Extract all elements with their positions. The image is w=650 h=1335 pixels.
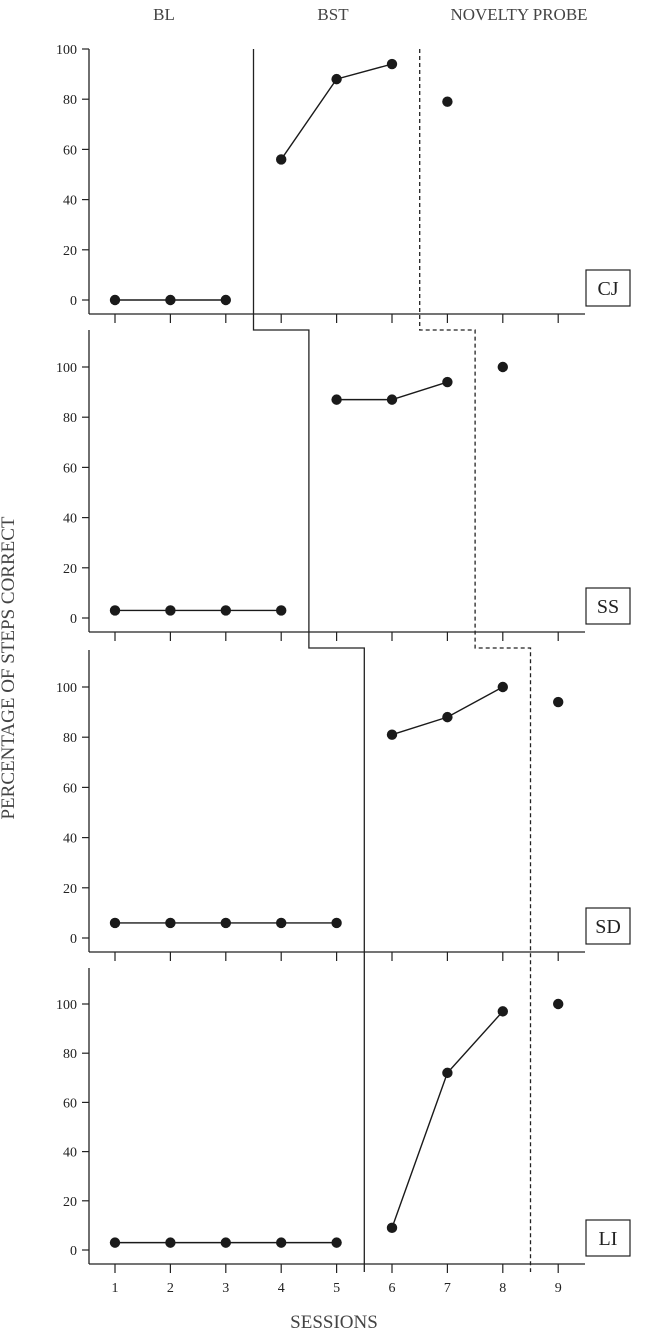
data-point	[331, 1237, 342, 1248]
participant-label: SS	[597, 596, 619, 618]
data-point	[553, 696, 564, 708]
data-point	[220, 294, 231, 306]
y-tick-label: 100	[56, 43, 77, 58]
y-tick-label: 0	[70, 294, 77, 309]
data-point	[109, 605, 121, 616]
data-point	[442, 96, 453, 107]
data-point	[276, 917, 287, 929]
y-axis-title: PERCENTAGE OF STEPS CORRECT	[0, 516, 19, 819]
data-point	[165, 294, 176, 306]
data-point	[276, 605, 287, 616]
y-tick-label: 0	[70, 1244, 77, 1259]
data-point	[442, 711, 453, 723]
participant-label: CJ	[597, 278, 618, 300]
data-point	[165, 1237, 176, 1248]
participant-label: LI	[599, 1228, 618, 1250]
data-point	[109, 294, 121, 306]
data-point	[331, 73, 342, 85]
participant-label-box	[585, 587, 631, 625]
data-point	[220, 605, 231, 616]
y-tick-label: 20	[63, 244, 77, 259]
y-tick-label: 60	[63, 1096, 77, 1111]
y-tick-label: 100	[56, 681, 77, 696]
data-point	[497, 361, 508, 373]
y-tick-label: 80	[63, 411, 77, 426]
data-point	[220, 1237, 231, 1248]
data-point	[386, 58, 398, 70]
y-tick-label: 40	[63, 832, 77, 847]
phase-label-novelty-probe: NOVELTY PROBE	[450, 5, 587, 24]
panel-ss: 0 20 40 60 80 100 SS	[56, 330, 631, 641]
phase-change-lines	[252, 49, 532, 1272]
y-tick-label: 0	[70, 612, 77, 627]
data-point	[386, 394, 398, 405]
y-tick-label: 40	[63, 512, 77, 527]
phase-label-bst: BST	[317, 5, 349, 24]
y-tick-label: 60	[63, 143, 77, 158]
x-tick-label: 7	[444, 1281, 451, 1296]
x-tick-label: 5	[333, 1281, 340, 1296]
x-tick-label: 4	[278, 1281, 285, 1296]
panel-li: 0 20 40 60 80 100 1 2 3 4 5 6 7 8 9 LI	[56, 968, 631, 1296]
series-bst-line	[391, 686, 504, 736]
data-point	[386, 1222, 398, 1234]
data-point	[165, 917, 176, 929]
y-tick-label: 20	[63, 562, 77, 577]
y-tick-label: 80	[63, 1047, 77, 1062]
participant-label-box	[585, 1219, 631, 1257]
data-point	[497, 681, 508, 693]
x-tick-label: 2	[167, 1281, 174, 1296]
data-point	[276, 154, 287, 165]
x-tick-label: 8	[499, 1281, 506, 1296]
y-tick-label: 100	[56, 998, 77, 1013]
y-tick-label: 100	[56, 361, 77, 376]
data-point	[109, 1237, 121, 1248]
x-axis-title: SESSIONS	[290, 1312, 378, 1333]
panel-sd: 0 20 40 60 80 100 SD	[56, 650, 631, 961]
y-tick-label: 40	[63, 194, 77, 209]
y-tick-label: 60	[63, 461, 77, 476]
data-point	[386, 729, 398, 740]
y-tick-label: 20	[63, 1195, 77, 1210]
data-point	[276, 1237, 287, 1248]
x-tick-label: 3	[222, 1281, 229, 1296]
y-tick-label: 80	[63, 93, 77, 108]
y-tick-label: 20	[63, 882, 77, 897]
y-tick-label: 0	[70, 932, 77, 947]
y-tick-label: 60	[63, 781, 77, 796]
phase-labels: BL BST NOVELTY PROBE	[153, 5, 587, 24]
x-tick-label: 9	[555, 1281, 562, 1296]
phase-change-line-novelty-probe	[419, 49, 532, 1272]
data-point	[331, 917, 342, 929]
data-point	[109, 917, 121, 929]
participant-label-box	[585, 269, 631, 307]
phase-label-bl: BL	[153, 5, 175, 24]
series-bst-line	[391, 1010, 504, 1229]
data-point	[497, 1006, 508, 1017]
phase-change-line-bst	[252, 49, 365, 1272]
data-point	[442, 376, 453, 388]
data-point	[442, 1067, 453, 1079]
data-point	[331, 394, 342, 405]
panels: 020406080100CJ020406080100SS020406080100…	[56, 43, 631, 1296]
data-point	[553, 998, 564, 1010]
y-tick-label: 40	[63, 1146, 77, 1161]
data-point	[220, 917, 231, 929]
data-point	[165, 605, 176, 616]
participant-label-box	[585, 907, 631, 945]
panel-cj: 0 20 40 60 80 100 CJ	[56, 43, 631, 323]
x-tick-label: 1	[112, 1281, 119, 1296]
x-tick-label: 6	[389, 1281, 396, 1296]
y-tick-label: 80	[63, 731, 77, 746]
participant-label: SD	[595, 916, 621, 938]
